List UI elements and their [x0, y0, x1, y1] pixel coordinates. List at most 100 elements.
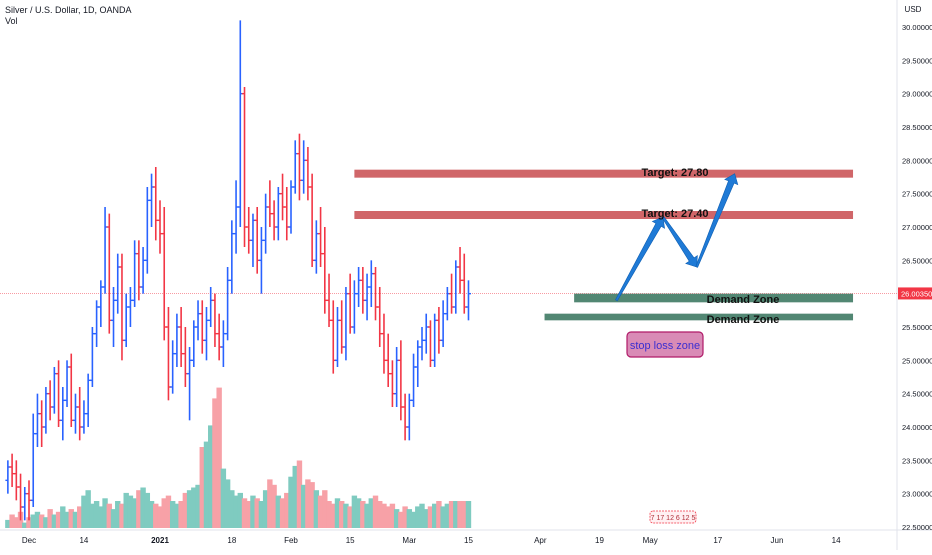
time-tick-label: Mar: [402, 536, 416, 545]
volume-bar: [254, 498, 260, 528]
volume-bar: [427, 506, 434, 528]
last-price-label: 26.00350: [901, 289, 932, 298]
volume-bar: [343, 503, 349, 528]
volume-bar: [186, 490, 193, 528]
time-tick-label: Dec: [22, 536, 36, 545]
volume-bar: [119, 503, 125, 528]
volume-bar: [284, 492, 290, 528]
volume-bar: [93, 501, 100, 528]
time-axis: Dec 14 2021 18 Feb 15 Mar 15 Apr 19 May 17 Jun 14: [22, 536, 841, 545]
volume-bar: [115, 501, 121, 528]
volume-bar: [161, 498, 167, 528]
time-tick-label: Feb: [284, 536, 298, 545]
demand-zone-1-label: Demand Zone: [707, 294, 780, 306]
volume-bar: [136, 490, 142, 528]
volume-bar: [38, 514, 45, 528]
volume-bar: [55, 511, 62, 528]
volume-bar: [123, 492, 129, 528]
stop-loss-label: stop loss zone: [630, 340, 700, 352]
price-tick-label: 27.50000: [902, 190, 932, 199]
volume-bar: [220, 468, 227, 528]
volume-series: [5, 387, 472, 528]
price-tick-label: 24.50000: [902, 390, 932, 399]
volume-bar: [72, 511, 79, 528]
volume-bar: [182, 492, 189, 528]
volume-bar: [102, 498, 108, 528]
volume-bar: [385, 506, 391, 528]
volume-bar: [106, 503, 112, 528]
volume-bar: [355, 498, 362, 528]
volume-bar: [153, 503, 159, 528]
projection-arrows: [615, 173, 739, 302]
price-tick-label: 29.50000: [902, 56, 932, 65]
volume-bar: [9, 514, 15, 528]
volume-bar: [250, 495, 256, 528]
volume-bar: [423, 509, 429, 528]
zone-target_2: [354, 211, 854, 219]
time-tick-label: 14: [79, 536, 88, 545]
volume-bar: [334, 498, 341, 528]
volume-bar: [85, 490, 91, 528]
price-tick-label: 28.00000: [902, 156, 932, 165]
volume-bar: [275, 495, 282, 528]
zones: [354, 169, 854, 321]
target-2-label: Target: 27.40: [641, 208, 708, 220]
volume-bar: [313, 490, 320, 528]
price-tick-label: 28.50000: [902, 123, 932, 132]
price-tick-label: 24.00000: [902, 423, 932, 432]
price-tick-label: 22.50000: [902, 523, 932, 532]
volume-bar: [165, 495, 172, 528]
volume-bar: [364, 503, 370, 528]
volume-bar: [144, 492, 151, 528]
volume-bar: [216, 387, 222, 528]
volume-bar: [410, 511, 417, 528]
volume-bar: [448, 501, 455, 528]
price-tick-label: 27.00000: [902, 223, 932, 232]
ohlc-bar: [465, 280, 471, 321]
volume-bar: [322, 490, 328, 528]
time-tick-label: 14: [832, 536, 841, 545]
volume-label: Vol: [5, 16, 18, 26]
volume-bar: [98, 506, 104, 528]
volume-bar: [351, 495, 358, 528]
volume-bar: [267, 479, 273, 528]
volume-bar: [148, 501, 155, 528]
volume-bar: [5, 519, 11, 528]
volume-bar: [453, 501, 459, 528]
price-tick-label: 30.00000: [902, 23, 932, 32]
volume-bar: [127, 495, 134, 528]
volume-tag-box: [649, 510, 697, 524]
time-tick-label: 18: [227, 536, 236, 545]
projection-arrow: [695, 173, 739, 268]
projection-arrow: [615, 216, 665, 302]
projection-arrow: [661, 215, 698, 268]
volume-bar: [47, 509, 53, 528]
volume-bar: [246, 501, 252, 528]
volume-bar: [60, 506, 66, 528]
volume-bar: [13, 517, 20, 528]
volume-bar: [64, 511, 70, 528]
volume-bar: [372, 495, 379, 528]
volume-bar: [271, 484, 277, 528]
volume-bar: [305, 479, 311, 528]
currency-label: USD: [905, 5, 922, 14]
zone-demand_2: [544, 313, 854, 321]
volume-bar: [81, 495, 87, 528]
time-tick-label: 15: [464, 536, 473, 545]
volume-bar: [258, 501, 265, 528]
zone-demand_1: [574, 293, 854, 303]
volume-bar: [465, 501, 472, 528]
price-tick-label: 23.50000: [902, 456, 932, 465]
volume-bar: [347, 506, 353, 528]
volume-bar: [415, 506, 421, 528]
price-tick-label: 23.00000: [902, 490, 932, 499]
time-tick-label: 19: [595, 536, 604, 545]
volume-bar: [381, 503, 387, 528]
volume-bar: [389, 503, 396, 528]
time-tick-label: May: [643, 536, 658, 545]
time-tick-label: Apr: [534, 536, 547, 545]
volume-bar: [368, 498, 374, 528]
volume-bar: [68, 509, 74, 528]
